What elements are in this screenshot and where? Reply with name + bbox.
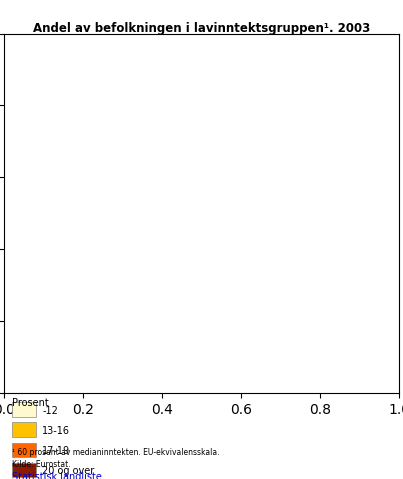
Text: Kilde: Eurostat.: Kilde: Eurostat. xyxy=(12,460,71,469)
Text: 20 og over: 20 og over xyxy=(42,466,95,476)
Text: ¹ 60 prosent av medianinntekten. EU-ekvivalensskala.: ¹ 60 prosent av medianinntekten. EU-ekvi… xyxy=(12,448,220,457)
Text: -12: -12 xyxy=(42,406,58,415)
Text: Statistisk landliste: Statistisk landliste xyxy=(12,472,102,479)
Text: Prosent: Prosent xyxy=(12,398,49,408)
Text: Andel av befolkningen i lavinntektsgruppen¹. 2003: Andel av befolkningen i lavinntektsgrupp… xyxy=(33,22,370,34)
Text: 13-16: 13-16 xyxy=(42,426,70,435)
Text: 17-19: 17-19 xyxy=(42,446,71,456)
